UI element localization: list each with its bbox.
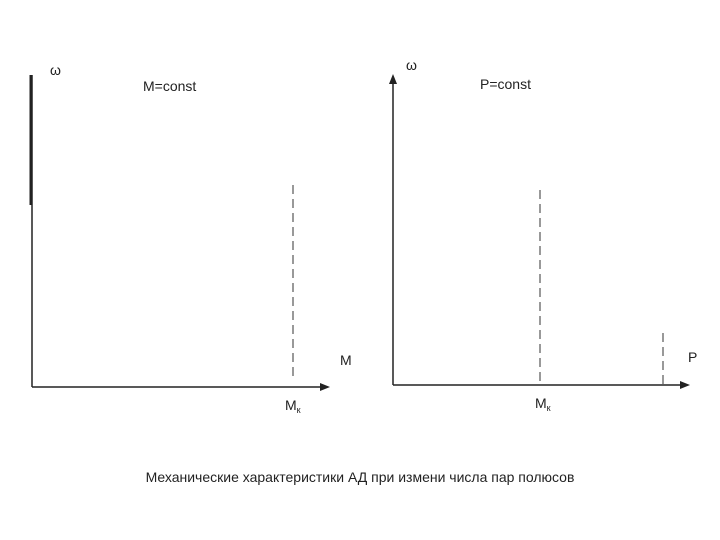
right-diagram: ω P=const P Mк (389, 57, 697, 413)
x-arrow (320, 383, 330, 391)
condition: M=const (143, 78, 196, 94)
y-label: ω (50, 62, 61, 78)
y-arrow (389, 74, 397, 84)
marker-main: M (535, 395, 547, 411)
x-label: P (688, 349, 697, 365)
marker-label: Mк (535, 395, 551, 413)
x-label: M (340, 352, 352, 368)
marker-main: M (285, 397, 297, 413)
caption: Механические характеристики АД при измен… (146, 469, 575, 485)
marker-label: Mк (285, 397, 301, 415)
left-diagram: ω M=const M Mк (29, 62, 352, 415)
condition: P=const (480, 76, 531, 92)
marker-sub: к (297, 405, 301, 415)
x-arrow (680, 381, 690, 389)
marker-sub: к (547, 403, 551, 413)
y-label: ω (406, 57, 417, 73)
